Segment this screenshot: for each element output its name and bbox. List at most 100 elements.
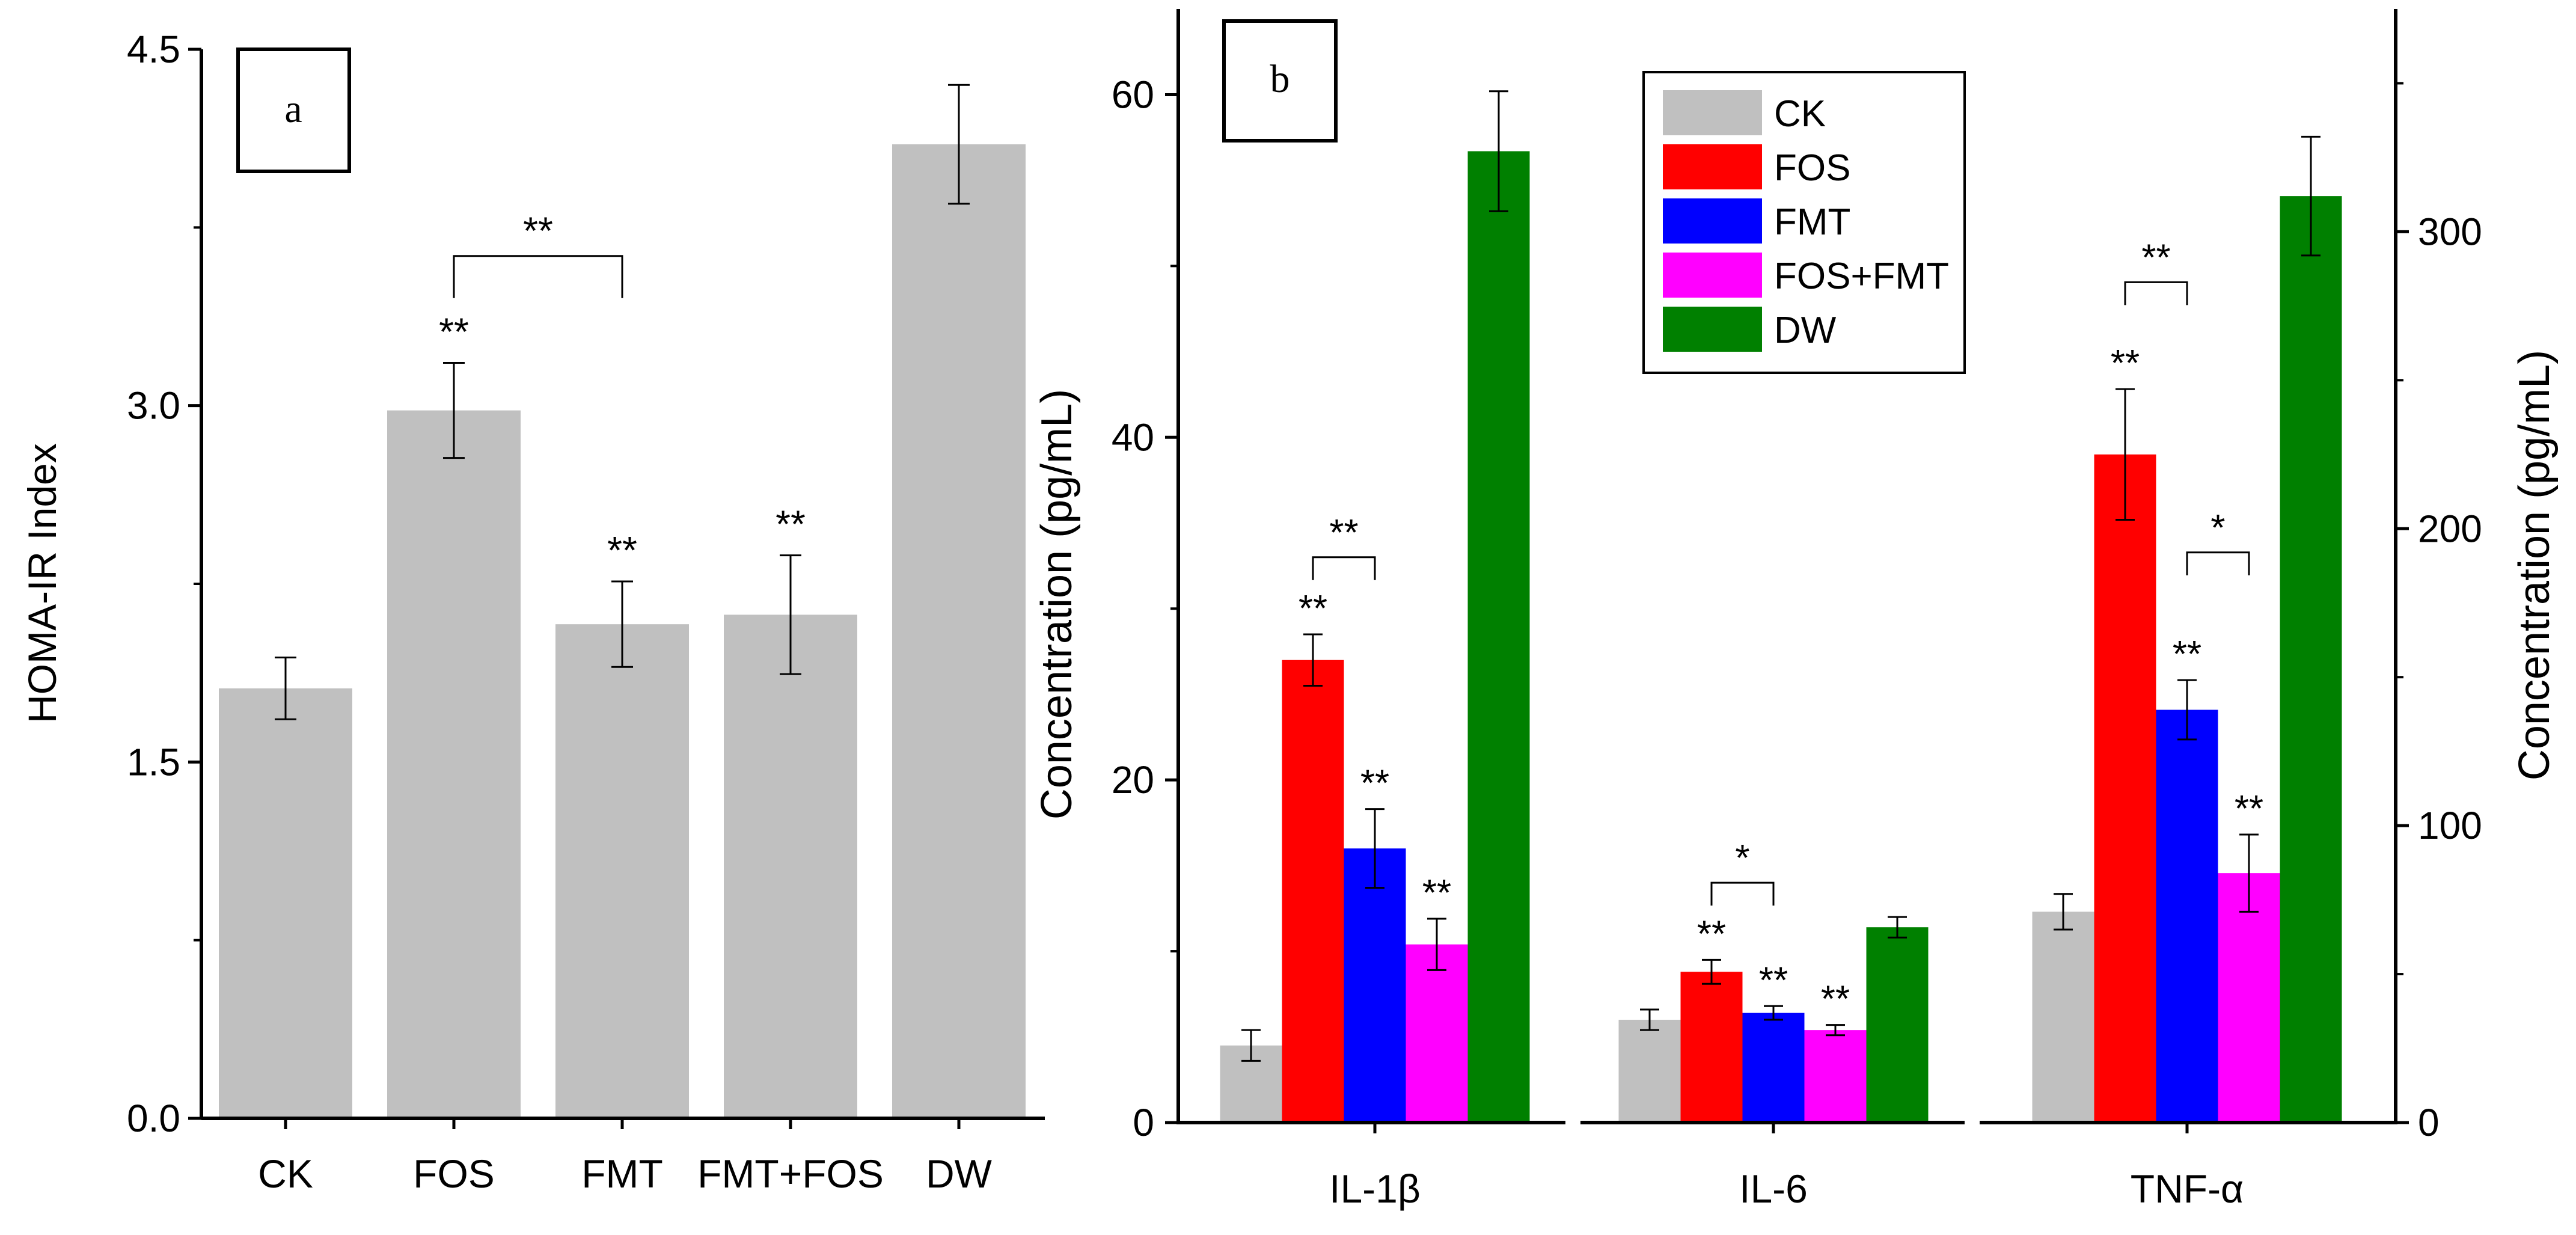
b-error-bar-il-6-fos-fmt — [1826, 1024, 1845, 1037]
a-x-tick-label-fmt-fos: FMT+FOS — [697, 1151, 884, 1196]
b-significance-tnf-fos: ** — [2111, 343, 2140, 384]
b-error-bar-il-6-dw — [1888, 916, 1907, 939]
a-bracket-line — [453, 255, 623, 298]
b-legend-swatch-fmt — [1663, 198, 1762, 244]
b-error-bar-tnf-fos-fmt — [2239, 833, 2259, 913]
b-y2-tick-label: 100 — [2418, 804, 2482, 847]
a-y-tick-label: 1.5 — [127, 740, 180, 783]
b-bracket-line — [2186, 551, 2250, 575]
b-bracket-line — [1710, 881, 1775, 906]
b-legend-swatch-fos — [1663, 144, 1762, 189]
a-y-tick-label: 0.0 — [127, 1097, 180, 1140]
b-error-bar-tnf-fos — [2116, 388, 2135, 521]
b-significance-tnf-fmt: ** — [2173, 634, 2201, 675]
a-x-tick-label-fmt: FMT — [581, 1151, 663, 1196]
b-legend: CK FOS FMT FOS+FMT DW — [1642, 71, 1966, 374]
b-error-bar-il-6-ck — [1640, 1008, 1659, 1031]
a-bar-fos — [387, 410, 521, 1119]
b-legend-label-ck: CK — [1774, 93, 1826, 135]
b-x-tick-label-il-1: IL-1β — [1329, 1166, 1421, 1211]
b-legend-label-fos-fmt: FOS+FMT — [1774, 256, 1949, 297]
a-panel-label: a — [284, 87, 302, 131]
b-legend-label-fos: FOS — [1774, 147, 1850, 189]
b-bar-il-1-fmt — [1344, 848, 1406, 1123]
b-bar-tnf-fmt — [2156, 709, 2218, 1123]
b-bar-il-1-dw — [1467, 151, 1530, 1123]
b-legend-item-fos: FOS — [1663, 144, 1850, 189]
b-left-y-axis-label: Concentration (pg/mL) — [1033, 389, 1081, 820]
b-bar-tnf-fos-fmt — [2218, 873, 2280, 1123]
b-bar-tnf-ck — [2032, 912, 2094, 1123]
b-y2-tick-label: 300 — [2418, 210, 2482, 253]
b-significance-il-1-fos: ** — [1299, 588, 1327, 630]
b-significance-il-6-fmt: ** — [1759, 960, 1788, 1001]
b-bracket-label: ** — [1329, 512, 1358, 554]
a-x-tick-label-dw: DW — [926, 1151, 993, 1196]
b-bar-il-6-dw — [1866, 927, 1929, 1123]
b-legend-swatch-ck — [1663, 90, 1762, 135]
b-legend-label-fmt: FMT — [1774, 201, 1850, 243]
a-error-bar-fmt — [611, 580, 633, 668]
b-legend-swatch-dw — [1663, 307, 1762, 352]
b-legend-item-dw: DW — [1663, 307, 1837, 352]
b-y2-tick-label: 0 — [2418, 1101, 2440, 1144]
a-significance-fmt: ** — [607, 529, 637, 572]
a-comparison-bracket: ** — [453, 209, 623, 298]
b-comparison-bracket-il-6: * — [1710, 838, 1775, 906]
b-bracket-line — [1312, 556, 1376, 580]
a-y-axis-label: HOMA-IR Index — [20, 443, 64, 723]
b-bar-il-1-fos — [1282, 660, 1344, 1123]
b-error-bar-il-6-fos — [1702, 958, 1721, 985]
a-error-bar-fmt-fos — [780, 554, 801, 675]
b-panel-label-box — [1222, 19, 1338, 142]
a-bracket-label: ** — [523, 209, 553, 253]
b-legend-item-ck: CK — [1663, 90, 1826, 135]
b-y-tick-label: 20 — [1112, 758, 1154, 801]
a-bar-fmt — [555, 624, 689, 1118]
b-legend-item-fmt: FMT — [1663, 198, 1850, 244]
b-error-bar-il-1-fos — [1303, 633, 1323, 687]
b-y-tick-label: 0 — [1133, 1101, 1154, 1144]
a-error-bar-dw — [948, 84, 970, 205]
b-bar-il-6-ck — [1618, 1020, 1681, 1123]
b-bracket-line — [2124, 281, 2188, 305]
b-bar-il-6-fos-fmt — [1804, 1030, 1867, 1123]
b-legend-label-dw: DW — [1774, 310, 1837, 351]
b-error-bar-il-1-fmt — [1365, 808, 1384, 889]
b-significance-il-1-fos-fmt: ** — [1422, 872, 1451, 914]
b-legend-item-fos-fmt: FOS+FMT — [1663, 253, 1949, 298]
b-y-tick-label: 60 — [1112, 73, 1154, 116]
b-bracket-label: * — [1735, 838, 1749, 879]
b-error-bar-il-1-ck — [1241, 1029, 1261, 1062]
b-x-tick-label-il-6: IL-6 — [1739, 1166, 1808, 1211]
b-bar-il-6-fmt — [1742, 1013, 1805, 1123]
b-significance-il-6-fos-fmt: ** — [1821, 979, 1850, 1020]
a-y-tick-label: 3.0 — [127, 384, 180, 428]
a-error-bar-ck — [275, 656, 296, 720]
b-bar-il-1-fos-fmt — [1406, 944, 1468, 1123]
b-bracket-label: ** — [2141, 237, 2170, 278]
a-bar-ck — [219, 688, 352, 1118]
b-y-tick-label: 40 — [1112, 415, 1154, 459]
b-significance-il-1-fmt: ** — [1360, 763, 1389, 804]
b-panel-label: b — [1270, 57, 1290, 101]
b-y2-tick-label: 200 — [2418, 507, 2482, 550]
b-error-bar-tnf-dw — [2301, 135, 2321, 257]
a-bar-fmt-fos — [724, 614, 857, 1118]
b-bar-tnf-fos — [2094, 454, 2156, 1123]
a-significance-fmt-fos: ** — [776, 503, 806, 546]
b-legend-swatch-fos-fmt — [1663, 253, 1762, 298]
a-panel-label-box — [236, 48, 351, 173]
b-error-bar-tnf-ck — [2054, 893, 2073, 931]
a-y-tick-label: 4.5 — [127, 28, 180, 71]
a-x-tick-label-fos: FOS — [413, 1151, 495, 1196]
b-error-bar-tnf-fmt — [2177, 679, 2197, 741]
a-bar-dw — [892, 144, 1026, 1119]
panel-a-homa-ir-chart: ** ** ** ** 0.0 1.5 3.0 4.5 CK FOS FMT FMT+FOS DW… — [20, 28, 1045, 1196]
b-comparison-bracket-il-1: ** — [1312, 512, 1376, 580]
b-bracket-label: * — [2210, 507, 2225, 549]
b-error-bar-il-1-fos-fmt — [1427, 918, 1446, 971]
b-comparison-bracket-tnf: ** — [2124, 237, 2188, 305]
b-significance-il-6-fos: ** — [1697, 913, 1726, 955]
